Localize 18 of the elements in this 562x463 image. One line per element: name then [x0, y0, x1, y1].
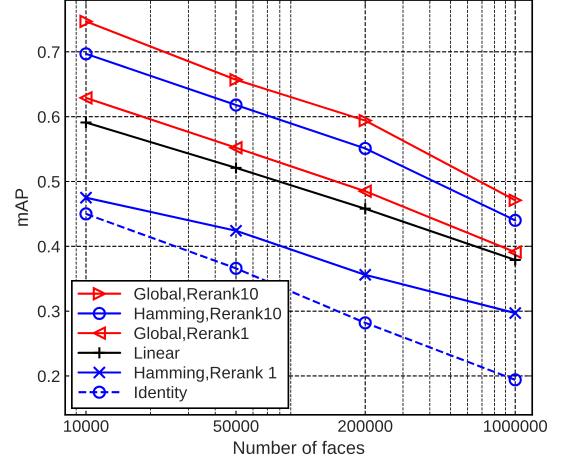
legend-label: Identity [135, 386, 188, 402]
x-axis-title: Number of faces [234, 440, 364, 454]
legend-label: Global,Rerank1 [134, 326, 249, 342]
y-tick-label: 0.5 [38, 176, 60, 188]
legend-label: Linear [134, 346, 180, 359]
legend-label: Global,Rerank10 [134, 287, 258, 302]
y-tick-label: 0.2 [38, 370, 60, 382]
legend-label: Hamming,Rerank 1 [134, 366, 276, 382]
y-tick-label: 0.7 [38, 46, 60, 58]
y-tick-label: 0.6 [38, 111, 60, 123]
y-tick-label: 0.4 [38, 240, 60, 253]
x-tick-label: 50000 [213, 420, 259, 432]
x-tick-label: 1000000 [484, 420, 548, 432]
y-tick-label: 0.3 [38, 306, 60, 318]
x-tick-label: 200000 [338, 420, 392, 432]
x-tick-label: 10000 [64, 420, 109, 432]
legend-label: Hamming,Rerank10 [134, 307, 282, 323]
y-axis-title: mAP [15, 188, 28, 226]
